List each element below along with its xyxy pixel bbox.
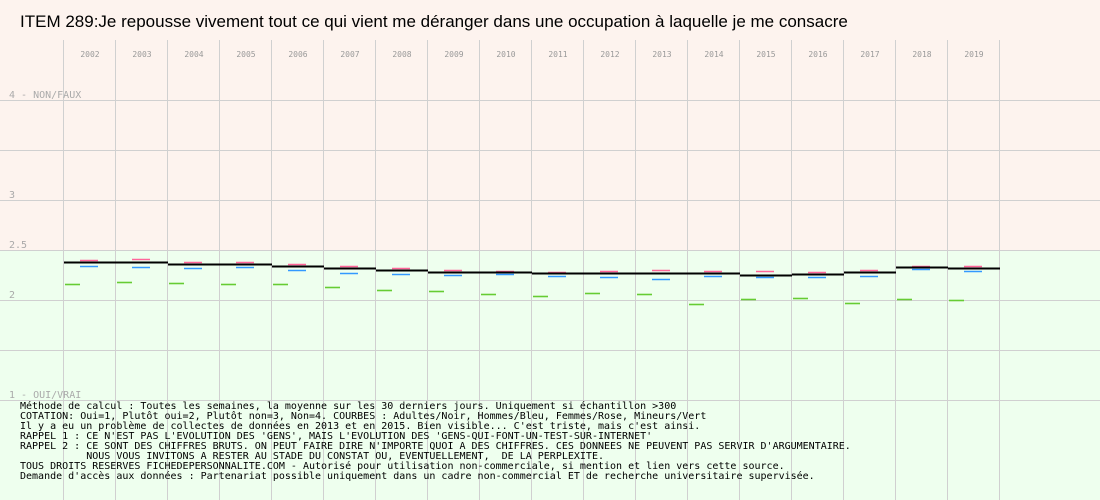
x-tick-label: 2019 <box>964 50 983 59</box>
series-adultes <box>64 261 1000 277</box>
note-line: Méthode de calcul : Toutes les semaines,… <box>20 401 677 412</box>
x-tick-label: 2014 <box>704 50 723 59</box>
x-tick-label: 2002 <box>80 50 99 59</box>
note-line: TOUS DROITS RESERVES FICHEDEPERSONNALITE… <box>20 461 785 472</box>
x-tick-label: 2016 <box>808 50 827 59</box>
note-line: RAPPEL 2 : CE SONT DES CHIFFRES BRUTS. O… <box>20 441 851 452</box>
x-tick-label: 2009 <box>444 50 463 59</box>
zone-0 <box>0 0 1100 250</box>
chart-notes: Méthode de calcul : Toutes les semaines,… <box>20 402 1090 482</box>
x-tick-label: 2008 <box>392 50 411 59</box>
y-tick-label: 1 - OUI/VRAI <box>9 390 81 401</box>
x-tick-label: 2013 <box>652 50 671 59</box>
y-tick-label: 2.5 <box>9 240 27 251</box>
note-line: COTATION: Oui=1, Plutôt oui=2, Plutôt no… <box>20 411 707 422</box>
x-tick-label: 2011 <box>548 50 567 59</box>
x-tick-label: 2006 <box>288 50 307 59</box>
note-line: RAPPEL 1 : CE N'EST PAS L'EVOLUTION DES … <box>20 431 653 442</box>
x-tick-label: 2007 <box>340 50 359 59</box>
x-tick-label: 2015 <box>756 50 775 59</box>
x-tick-label: 2018 <box>912 50 931 59</box>
chart-title: ITEM 289:Je repousse vivement tout ce qu… <box>20 12 848 31</box>
x-tick-label: 2005 <box>236 50 255 59</box>
x-tick-label: 2012 <box>600 50 619 59</box>
zone-1 <box>0 250 1100 500</box>
y-tick-label: 3 <box>9 190 15 201</box>
x-tick-label: 2010 <box>496 50 515 59</box>
series-mineurs <box>65 281 964 306</box>
note-line: Il y a eu un problème de collectes de do… <box>20 421 701 432</box>
y-tick-label: 4 - NON/FAUX <box>9 90 81 101</box>
x-tick-label: 2004 <box>184 50 203 59</box>
note-line: NOUS VOUS INVITONS A RESTER AU STADE DU … <box>20 451 604 462</box>
note-line: Demande d'accès aux données : Partenaria… <box>20 471 815 482</box>
y-tick-label: 2 <box>9 290 15 301</box>
x-tick-label: 2003 <box>132 50 151 59</box>
x-tick-label: 2017 <box>860 50 879 59</box>
series-hommes <box>80 265 982 281</box>
